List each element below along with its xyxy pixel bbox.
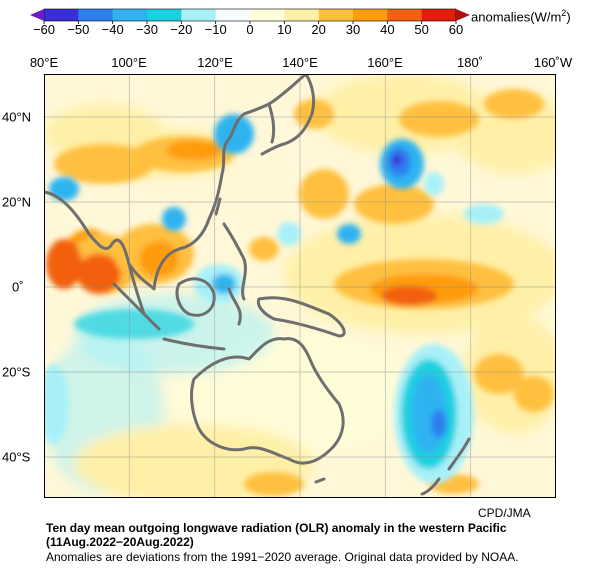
colorbar-tick-label: 50 <box>414 22 429 37</box>
colorbar-tick-label: −40 <box>101 22 124 37</box>
colorbar-segment <box>44 9 79 21</box>
coast-new-zealand <box>420 437 471 496</box>
colorbar-segment <box>112 9 148 21</box>
coastlines <box>44 74 471 496</box>
colorbar-tick-label: 40 <box>380 22 395 37</box>
lon-label-120e: 120°E <box>197 55 233 70</box>
colorbar-tick-label: 10 <box>277 22 292 37</box>
lat-label-20n: 20°N <box>2 194 32 210</box>
lon-label-100e: 100°E <box>111 55 147 70</box>
colorbar-tick-label: −10 <box>204 22 227 37</box>
colorbar-tick-label: 60 <box>448 22 464 37</box>
lat-label-20s: 20°S <box>2 364 31 380</box>
colorbar-segment <box>284 9 319 21</box>
colorbar-tick-label: 30 <box>345 22 361 37</box>
lon-label-80e: 80°E <box>29 55 59 70</box>
coast-borneo <box>175 277 216 317</box>
coast-tasmania <box>314 477 326 484</box>
colorbar-segment <box>78 9 113 21</box>
colorbar-segment <box>318 9 354 21</box>
colorbar-segment <box>421 9 457 21</box>
colorbar-segment <box>181 9 216 21</box>
coast-java <box>162 337 226 351</box>
coast-taiwan <box>214 197 222 216</box>
coast-korea <box>267 102 276 144</box>
lat-label-equator: 0˚ <box>12 279 24 295</box>
colorbar-unit: anomalies(W/m2) <box>471 8 571 25</box>
colorbar-tick-label: −30 <box>135 22 159 37</box>
colorbar-segment <box>147 9 182 21</box>
caption-period: (11Aug.2022−20Aug.2022) <box>46 535 194 549</box>
coast-australia <box>190 337 345 465</box>
colorbar-low-end <box>30 9 44 21</box>
coast-japan <box>260 74 316 156</box>
colorbar-high-end <box>456 9 470 21</box>
colorbar-tick-label: 20 <box>311 22 326 37</box>
coast-new-guinea <box>256 296 346 338</box>
colorbar-tick-label: −60 <box>32 22 56 37</box>
colorbar-segment <box>215 9 251 21</box>
coast-sulawesi <box>227 287 242 326</box>
colorbar-segment <box>353 9 388 21</box>
colorbar-tick-label: −20 <box>170 22 193 37</box>
map-frame <box>44 74 556 498</box>
anomaly-field <box>44 74 556 498</box>
colorbar-segment <box>387 9 422 21</box>
caption-note: Anomalies are deviations from the 1991−2… <box>46 550 519 564</box>
lon-label-160e: 160°E <box>367 55 403 70</box>
colorbar-tick-label: −50 <box>67 22 90 37</box>
coast-asia-mainland <box>44 74 308 291</box>
olr-anomaly-map <box>44 74 556 498</box>
lon-label-160w: 160˚W <box>533 55 573 70</box>
graticule <box>44 74 556 498</box>
colorbar-segment <box>250 9 285 21</box>
coast-malay-peninsula <box>127 262 146 316</box>
coast-sumatra <box>112 282 161 331</box>
lat-label-40n: 40°N <box>2 109 32 125</box>
credit: CPD/JMA <box>478 506 531 520</box>
lon-label-140e: 140°E <box>282 55 318 70</box>
lon-label-180: 180˚ <box>456 55 484 70</box>
coast-philippines <box>222 222 247 301</box>
colorbar-graphic <box>30 8 470 24</box>
colorbar-tick-label: 0 <box>246 22 254 37</box>
lat-label-40s: 40°S <box>2 449 31 465</box>
caption-title: Ten day mean outgoing longwave radiation… <box>46 521 507 535</box>
